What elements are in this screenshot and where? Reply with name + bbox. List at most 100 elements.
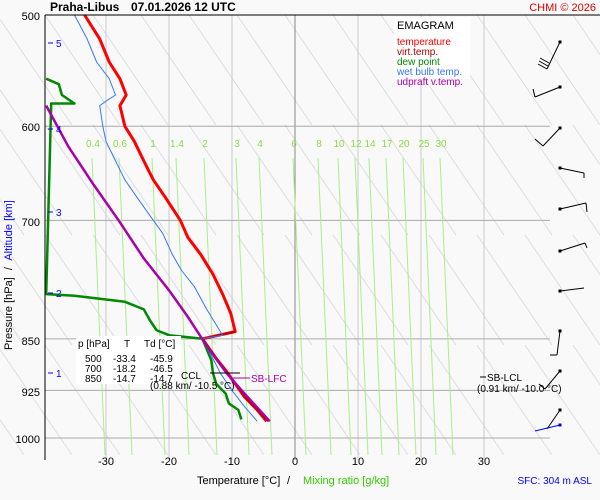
mixing-ratio-line (317, 157, 332, 456)
legend-title: EMAGRAM (397, 20, 454, 32)
mixing-ratio-line (354, 157, 369, 456)
wind-barb-staff (546, 41, 561, 70)
p-tick-500: 500 (22, 11, 40, 23)
mixing-ratio-lines: 0.4 0.6 1 1.4 2 3 4 6 8 10 12 14 17 20 25 30 (86, 139, 454, 456)
table-header-td: Td [°C] (144, 339, 175, 350)
adiabat-line (44, 124, 121, 236)
temperature-tick-labels: -30 -20 -10 0 10 20 30 (98, 456, 490, 468)
wind-barb-feather (532, 88, 536, 98)
mixing-ratio-line (175, 157, 190, 456)
wind-barb-staff (559, 242, 586, 252)
mixing-ratio-label: 0.4 (86, 139, 100, 150)
altitude-tick-label: 3 (56, 208, 62, 219)
y-axis-pressure-label: Pressure [hPa] (3, 277, 15, 350)
mixing-ratio-line (368, 157, 383, 456)
y-axis-altitude-label: Altitude [km] (3, 200, 15, 261)
adiabat-line (44, 344, 121, 456)
temp-tick-label: -20 (161, 456, 177, 468)
adiabat-line (0, 308, 25, 346)
table-cell: -18.2 (113, 364, 136, 375)
adiabat-line (284, 14, 361, 126)
altitude-tick-label: 4 (56, 125, 62, 136)
mixing-ratio-line (151, 157, 166, 456)
p-tick-600: 600 (22, 122, 40, 134)
p-tick-850: 850 (22, 336, 40, 348)
adiabat-line (284, 124, 361, 236)
p-tick-925: 925 (22, 387, 40, 399)
wind-barb-staff (546, 409, 561, 430)
mixing-ratio-line (439, 157, 454, 456)
ccl-value: (0.88 km/ -10.5 °C) (150, 381, 235, 392)
adiabat-line (284, 344, 361, 456)
p-tick-700: 700 (22, 217, 40, 229)
adiabat-line (524, 344, 600, 456)
adiabat-line (380, 124, 457, 236)
y-axis-title: Pressure [hPa] / Altitude [km] (3, 200, 15, 350)
pressure-tick-labels: 500 600 700 850 925 1000 (16, 11, 40, 446)
adiabat-line (428, 344, 505, 456)
adiabat-line (332, 124, 409, 236)
mixing-ratio-label: 6 (291, 139, 297, 150)
series-udpraft-v-temp (45, 105, 271, 423)
adiabat-line (524, 234, 600, 346)
adiabat-line (476, 14, 553, 126)
mixing-ratio-label: 4 (257, 139, 263, 150)
altitude-ticks: 1 2 3 4 5 (48, 39, 62, 380)
wind-barb-staff (534, 86, 561, 98)
sb-lcl-value: (0.91 km/ -10.0 °C) (477, 384, 562, 395)
series-wet-bulb-temp (74, 14, 258, 422)
mixing-ratio-label: 2 (202, 139, 208, 150)
profile-series (44, 14, 271, 423)
altitude-tick-label: 5 (56, 39, 62, 50)
table-cell: -14.7 (113, 374, 136, 385)
adiabat-line (380, 344, 457, 456)
mixing-ratio-line (422, 157, 437, 456)
adiabat-line (44, 14, 121, 126)
adiabat-line (524, 14, 600, 126)
mixing-ratio-line (258, 157, 273, 456)
adiabat-line (92, 14, 169, 126)
adiabat-line (332, 234, 409, 346)
adiabat-line (572, 14, 600, 56)
altitude-tick-label: 2 (56, 289, 62, 300)
wind-barb-staff (559, 287, 585, 292)
legend-item-temperature: temperature (397, 37, 451, 48)
wind-barb-staff (556, 330, 561, 356)
mixing-ratio-label: 17 (381, 139, 393, 150)
mixing-ratio-label: 14 (364, 139, 376, 150)
adiabat-line (0, 88, 25, 126)
mixing-ratio-line (203, 157, 218, 456)
adiabat-line (524, 124, 600, 236)
x-axis-mix-label: Mixing ratio [g/kg] (303, 475, 389, 487)
x-axis-temp-label: Temperature [°C] (197, 475, 280, 487)
wind-barbs (532, 40, 588, 432)
series-dew-point (44, 77, 243, 420)
adiabat-line (0, 128, 73, 236)
adiabat-line (236, 124, 313, 236)
copyright: CHMI © 2026 (529, 2, 596, 14)
legend-item-virt-temp: virt.temp. (397, 47, 438, 58)
wind-barb-staff (542, 127, 561, 147)
adiabat-line (140, 234, 217, 346)
adiabat-line (572, 344, 600, 386)
mixing-ratio-line (118, 157, 133, 456)
mixing-ratio-line (402, 157, 417, 456)
adiabat-line (476, 344, 553, 456)
adiabat-line (236, 14, 313, 126)
legend-item-updraft: udpraft v.temp. (397, 77, 463, 88)
adiabat-line (0, 348, 73, 456)
sb-lfc-label: SB-LFC (251, 374, 287, 385)
p-tick-1000: 1000 (16, 434, 40, 446)
surface-elevation: SFC: 304 m ASL (518, 476, 593, 487)
table-cell: -33.4 (113, 354, 136, 365)
wind-barb-staff (544, 370, 561, 390)
table-cell: 500 (85, 354, 102, 365)
wind-barb-staff (559, 167, 585, 174)
wind-barb-feather (537, 63, 548, 70)
table-bg (76, 336, 181, 384)
adiabat-line (140, 14, 217, 126)
adiabat-line (380, 234, 457, 346)
wind-barb-feather (538, 60, 549, 67)
mixing-ratio-line (235, 157, 250, 456)
